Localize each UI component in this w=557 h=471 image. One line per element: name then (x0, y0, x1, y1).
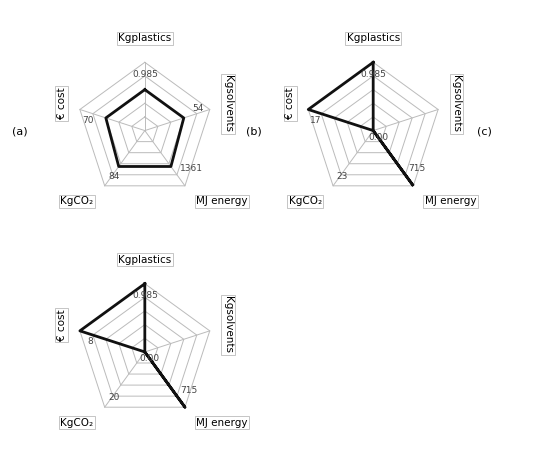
Text: 0.00: 0.00 (368, 133, 388, 142)
Text: (b): (b) (246, 127, 261, 137)
Text: 20: 20 (108, 393, 119, 402)
Text: (c): (c) (477, 127, 492, 137)
Text: 0.00: 0.00 (140, 354, 160, 363)
Text: 54: 54 (192, 104, 204, 113)
Text: 0.985: 0.985 (132, 70, 158, 79)
Text: MJ energy: MJ energy (196, 196, 248, 206)
Text: KgCO₂: KgCO₂ (60, 196, 94, 206)
Text: € cost: € cost (57, 88, 67, 119)
Text: MJ energy: MJ energy (424, 196, 476, 206)
Text: KgCO₂: KgCO₂ (60, 418, 94, 428)
Text: € cost: € cost (285, 88, 295, 119)
Text: 70: 70 (82, 116, 94, 125)
Text: 23: 23 (336, 171, 348, 181)
Text: Kgsolvents: Kgsolvents (451, 75, 461, 132)
Text: Kgsolvents: Kgsolvents (223, 296, 233, 353)
Text: 0.985: 0.985 (360, 70, 386, 79)
Text: 1361: 1361 (180, 164, 203, 173)
Text: (a): (a) (12, 127, 27, 137)
Text: 8: 8 (88, 337, 94, 346)
Text: 17: 17 (310, 116, 322, 125)
Text: MJ energy: MJ energy (196, 418, 248, 428)
Text: 84: 84 (108, 171, 119, 181)
Text: KgCO₂: KgCO₂ (289, 196, 322, 206)
Text: Kgsolvents: Kgsolvents (223, 75, 233, 132)
Text: 715: 715 (409, 164, 426, 173)
Text: Kgplastics: Kgplastics (118, 33, 172, 43)
Text: € cost: € cost (57, 309, 67, 341)
Text: Kgplastics: Kgplastics (118, 254, 172, 265)
Text: 715: 715 (180, 386, 198, 395)
Text: 0.985: 0.985 (132, 291, 158, 300)
Text: Kgplastics: Kgplastics (346, 33, 400, 43)
